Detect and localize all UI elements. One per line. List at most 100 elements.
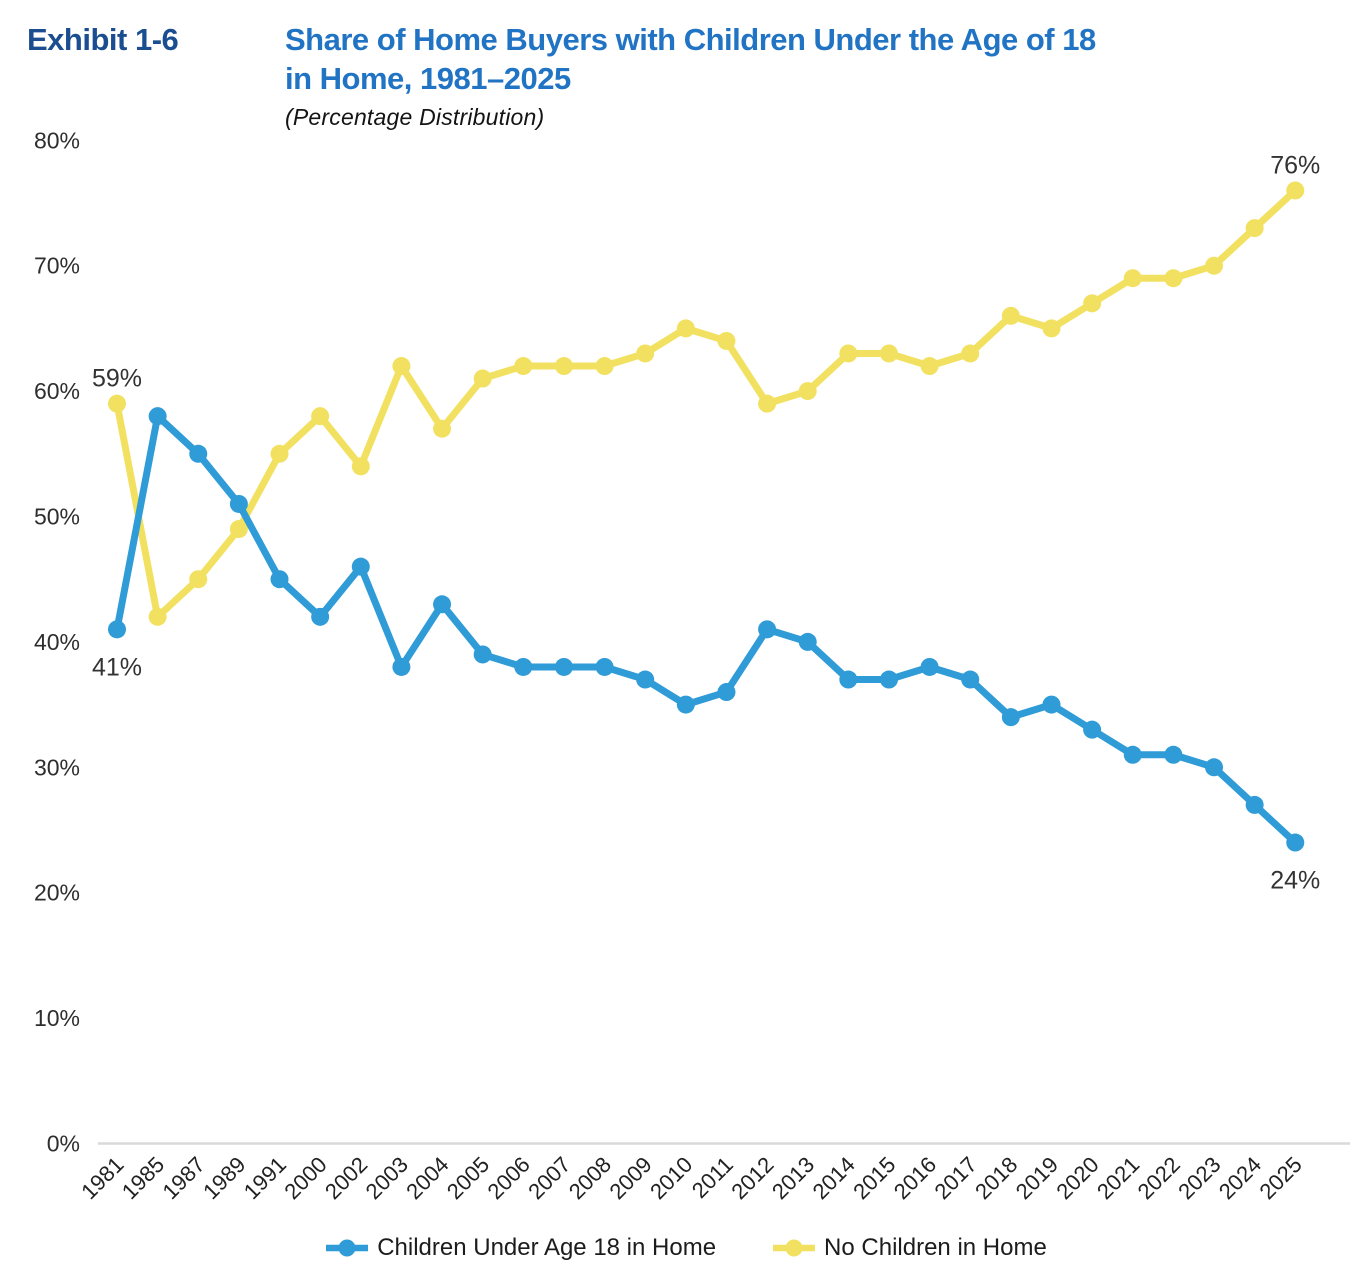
annotation-59%: 59% (92, 365, 142, 393)
x-axis-label: 1985 (117, 1152, 169, 1204)
x-axis-label: 2013 (767, 1152, 819, 1204)
data-point-0-2017 (961, 670, 980, 689)
data-point-0-2018 (1001, 708, 1020, 727)
x-axis-label: 2002 (320, 1152, 372, 1204)
x-axis-label: 2023 (1173, 1152, 1225, 1204)
x-axis-label: 2008 (564, 1152, 616, 1204)
data-point-0-1981 (108, 620, 126, 639)
y-axis-label: 80% (34, 127, 80, 153)
data-point-0-1985 (148, 407, 167, 426)
data-point-1-1989 (229, 520, 248, 539)
data-point-0-2012 (758, 620, 777, 639)
data-point-0-2020 (1083, 720, 1102, 739)
x-axis-label: 2005 (442, 1152, 494, 1204)
x-axis-label: 2012 (726, 1152, 778, 1204)
data-point-1-2023 (1205, 256, 1224, 275)
series-line-0 (113, 412, 1299, 847)
data-point-0-2010 (676, 695, 695, 714)
data-point-1-1981 (108, 394, 126, 413)
x-axis-label: 2024 (1214, 1152, 1266, 1204)
data-point-1-2008 (595, 357, 614, 376)
series-line-1 (113, 186, 1299, 621)
data-point-1-2004 (433, 419, 452, 438)
data-point-1-1987 (189, 570, 208, 589)
x-axis-label: 2015 (848, 1152, 900, 1204)
y-axis-label: 30% (34, 754, 80, 780)
data-point-1-2002 (351, 457, 370, 476)
x-axis-label: 1991 (239, 1152, 291, 1204)
y-axis-label: 40% (34, 629, 80, 655)
data-point-1-2024 (1245, 219, 1264, 238)
x-axis-label: 2019 (1011, 1152, 1063, 1204)
x-axis-label: 2007 (523, 1152, 575, 1204)
x-axis-label: 1987 (158, 1152, 210, 1204)
data-point-1-2013 (798, 382, 817, 401)
x-axis-label: 2006 (483, 1152, 535, 1204)
data-point-1-2015 (879, 344, 898, 363)
data-point-1-2014 (839, 344, 858, 363)
x-axis-label: 2014 (808, 1152, 860, 1204)
data-point-0-1991 (270, 570, 289, 589)
data-point-0-2022 (1164, 745, 1183, 764)
data-point-1-2005 (473, 369, 492, 388)
data-point-1-1991 (270, 444, 289, 463)
x-axis-label: 2020 (1051, 1152, 1103, 1204)
x-axis-label: 2011 (687, 1152, 738, 1203)
legend-marker-no-children-icon (773, 1239, 816, 1257)
legend-item-children: Children Under Age 18 in Home (325, 1234, 716, 1262)
legend-label-no-children: No Children in Home (824, 1234, 1047, 1261)
chart-legend: Children Under Age 18 in Home No Childre… (0, 1234, 1372, 1262)
data-point-1-2007 (554, 357, 573, 376)
data-point-1-2025 (1286, 181, 1305, 200)
data-point-0-2003 (392, 657, 411, 676)
y-axis-label: 0% (47, 1131, 80, 1157)
data-point-0-2015 (879, 670, 898, 689)
data-point-0-2025 (1286, 833, 1305, 852)
chart-title-line2: in Home, 1981–2025 (285, 61, 571, 96)
data-point-1-2000 (311, 407, 330, 426)
data-point-0-2019 (1042, 695, 1061, 714)
x-axis-label: 2021 (1092, 1152, 1144, 1204)
legend-item-no-children: No Children in Home (772, 1234, 1047, 1262)
data-point-0-1989 (229, 494, 248, 513)
data-point-0-2008 (595, 657, 614, 676)
x-axis-label: 2022 (1133, 1152, 1185, 1204)
annotation-24%: 24% (1270, 867, 1320, 895)
data-point-0-2005 (473, 645, 492, 664)
chart-subtitle: (Percentage Distribution) (285, 104, 545, 130)
data-point-1-2019 (1042, 319, 1061, 338)
annotation-76%: 76% (1270, 151, 1320, 179)
data-point-0-2014 (839, 670, 858, 689)
x-axis-label: 2000 (279, 1152, 331, 1204)
data-point-0-2000 (311, 607, 330, 626)
y-axis-label: 50% (34, 504, 80, 530)
data-point-1-2017 (961, 344, 980, 363)
title-block: Share of Home Buyers with Children Under… (285, 20, 1365, 131)
x-axis-label: 1981 (76, 1152, 128, 1204)
x-axis-label: 2016 (889, 1152, 941, 1204)
y-axis-label: 60% (34, 378, 80, 404)
legend-marker-children-icon (326, 1239, 369, 1257)
x-axis-label: 1989 (198, 1152, 250, 1204)
y-axis-label: 20% (34, 880, 80, 906)
x-axis-label: 2010 (645, 1152, 697, 1204)
data-point-0-2023 (1205, 758, 1224, 777)
data-point-0-2007 (554, 657, 573, 676)
data-point-0-2016 (920, 657, 939, 676)
data-point-1-2020 (1083, 294, 1102, 313)
legend-label-children: Children Under Age 18 in Home (377, 1234, 717, 1261)
y-axis-label: 70% (34, 253, 80, 279)
data-point-1-2009 (636, 344, 655, 363)
data-point-1-2003 (392, 357, 411, 376)
data-point-0-2013 (798, 632, 817, 651)
x-axis-label: 2004 (401, 1152, 453, 1204)
x-axis-label: 2018 (970, 1152, 1022, 1204)
x-axis-label: 2009 (604, 1152, 656, 1204)
data-point-0-2004 (433, 595, 452, 614)
data-point-0-1987 (189, 444, 208, 463)
data-point-0-2002 (351, 557, 370, 576)
data-point-1-2022 (1164, 269, 1183, 288)
x-axis-label: 2025 (1255, 1152, 1307, 1204)
